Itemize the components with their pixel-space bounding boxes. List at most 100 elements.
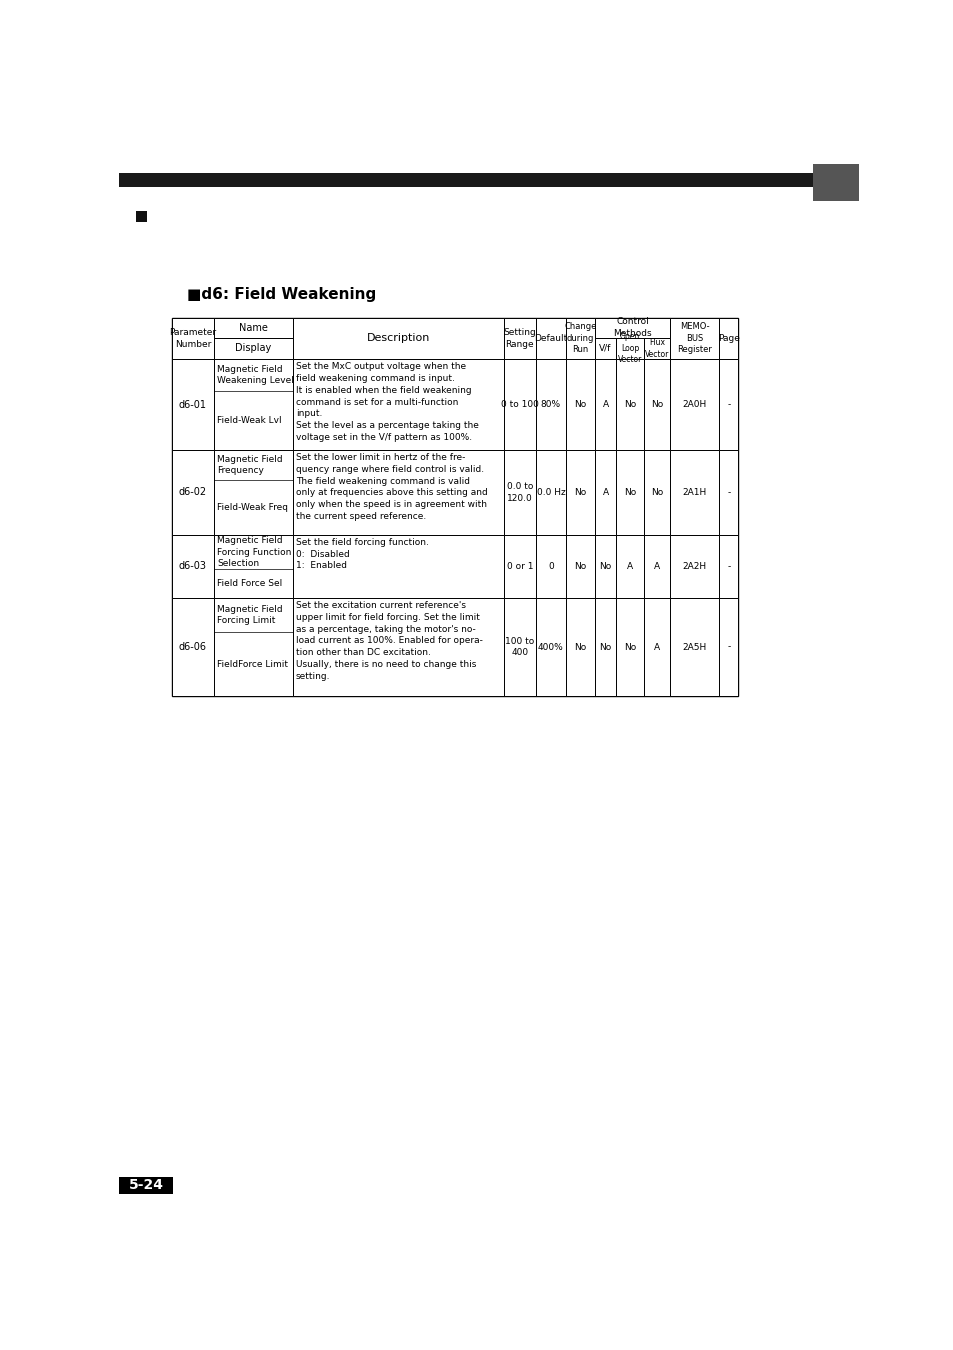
Text: 0: 0 xyxy=(547,562,554,571)
Bar xyxy=(536,598,565,697)
Text: 2A1H: 2A1H xyxy=(681,487,706,497)
Text: No: No xyxy=(623,643,636,652)
Text: Magnetic Field
Weakening Level: Magnetic Field Weakening Level xyxy=(216,364,294,385)
Text: V/f: V/f xyxy=(598,344,611,352)
Bar xyxy=(536,535,565,598)
Text: -: - xyxy=(726,400,730,409)
Text: No: No xyxy=(598,643,611,652)
Bar xyxy=(565,450,595,535)
Bar xyxy=(643,598,670,697)
Bar xyxy=(536,359,565,450)
Bar xyxy=(293,535,503,598)
Bar xyxy=(503,598,536,697)
Bar xyxy=(643,338,670,359)
Text: Magnetic Field
Frequency: Magnetic Field Frequency xyxy=(216,455,282,475)
Bar xyxy=(643,359,670,450)
Text: d6-01: d6-01 xyxy=(178,400,207,409)
Text: d6-06: d6-06 xyxy=(178,643,207,652)
Bar xyxy=(213,598,293,697)
Text: Name: Name xyxy=(238,323,268,332)
Bar xyxy=(565,317,595,359)
Text: Set the excitation current reference's
upper limit for field forcing. Set the li: Set the excitation current reference's u… xyxy=(295,601,482,680)
Text: No: No xyxy=(650,487,662,497)
Text: No: No xyxy=(574,562,586,571)
Bar xyxy=(643,535,670,598)
Bar xyxy=(616,535,643,598)
Bar xyxy=(565,359,595,450)
Text: 2A0H: 2A0H xyxy=(681,400,706,409)
Text: Magnetic Field
Forcing Limit: Magnetic Field Forcing Limit xyxy=(216,605,282,625)
Text: No: No xyxy=(623,400,636,409)
Text: 2A5H: 2A5H xyxy=(681,643,706,652)
Text: Flux
Vector: Flux Vector xyxy=(644,338,669,359)
Bar xyxy=(213,450,293,535)
Bar xyxy=(536,450,565,535)
Text: Open
Loop
Vector: Open Loop Vector xyxy=(618,332,641,365)
Text: MEMO-
BUS
Register: MEMO- BUS Register xyxy=(677,323,711,354)
Bar xyxy=(670,598,719,697)
Text: 0 or 1: 0 or 1 xyxy=(506,562,533,571)
Bar xyxy=(616,338,643,359)
Text: d6-02: d6-02 xyxy=(178,487,207,497)
Text: 0 to 100: 0 to 100 xyxy=(500,400,538,409)
Bar xyxy=(213,317,293,338)
Text: Description: Description xyxy=(366,333,430,343)
Text: Field-Weak Freq: Field-Weak Freq xyxy=(216,502,288,512)
Bar xyxy=(719,598,738,697)
Bar xyxy=(595,338,616,359)
Bar xyxy=(670,450,719,535)
Text: Magnetic Field
Forcing Function
Selection: Magnetic Field Forcing Function Selectio… xyxy=(216,536,291,568)
Bar xyxy=(719,450,738,535)
Bar xyxy=(812,163,858,201)
Bar xyxy=(719,535,738,598)
Text: -: - xyxy=(726,487,730,497)
Text: 400%: 400% xyxy=(537,643,563,652)
Bar xyxy=(172,317,213,359)
Bar xyxy=(293,450,503,535)
Text: Set the MxC output voltage when the
field weakening command is input.
It is enab: Set the MxC output voltage when the fiel… xyxy=(295,362,478,441)
Bar xyxy=(503,535,536,598)
Bar xyxy=(565,598,595,697)
Text: Control
Methods: Control Methods xyxy=(613,317,651,338)
Bar xyxy=(503,450,536,535)
Text: A: A xyxy=(654,643,659,652)
Bar xyxy=(595,535,616,598)
Text: A: A xyxy=(602,487,608,497)
Bar xyxy=(595,359,616,450)
Text: No: No xyxy=(623,487,636,497)
Bar xyxy=(670,317,719,359)
Bar xyxy=(213,535,293,598)
Text: No: No xyxy=(574,487,586,497)
Text: Default: Default xyxy=(534,333,567,343)
Text: Field-Weak Lvl: Field-Weak Lvl xyxy=(216,416,281,425)
Text: 100 to
400: 100 to 400 xyxy=(505,637,534,657)
Bar xyxy=(213,338,293,359)
Bar xyxy=(565,535,595,598)
Text: -: - xyxy=(726,562,730,571)
Text: Set the lower limit in hertz of the fre-
quency range where field control is val: Set the lower limit in hertz of the fre-… xyxy=(295,454,487,521)
Text: -: - xyxy=(726,643,730,652)
Bar xyxy=(670,359,719,450)
Bar xyxy=(719,317,738,359)
Bar xyxy=(503,317,536,359)
Bar xyxy=(119,173,858,186)
Bar xyxy=(119,1177,173,1193)
Bar xyxy=(670,535,719,598)
Bar xyxy=(536,317,565,359)
Bar xyxy=(172,450,213,535)
Text: A: A xyxy=(602,400,608,409)
Text: Display: Display xyxy=(235,343,272,354)
Bar xyxy=(213,359,293,450)
Bar xyxy=(616,359,643,450)
Bar xyxy=(616,450,643,535)
Text: Change
during
Run: Change during Run xyxy=(563,323,596,354)
Bar xyxy=(172,598,213,697)
Text: ■d6: Field Weakening: ■d6: Field Weakening xyxy=(187,288,376,302)
Bar xyxy=(293,598,503,697)
Bar xyxy=(172,535,213,598)
Text: No: No xyxy=(574,643,586,652)
Text: No: No xyxy=(598,562,611,571)
Text: d6-03: d6-03 xyxy=(178,562,207,571)
Text: Set the field forcing function.
0:  Disabled
1:  Enabled: Set the field forcing function. 0: Disab… xyxy=(295,537,429,570)
Bar xyxy=(293,359,503,450)
